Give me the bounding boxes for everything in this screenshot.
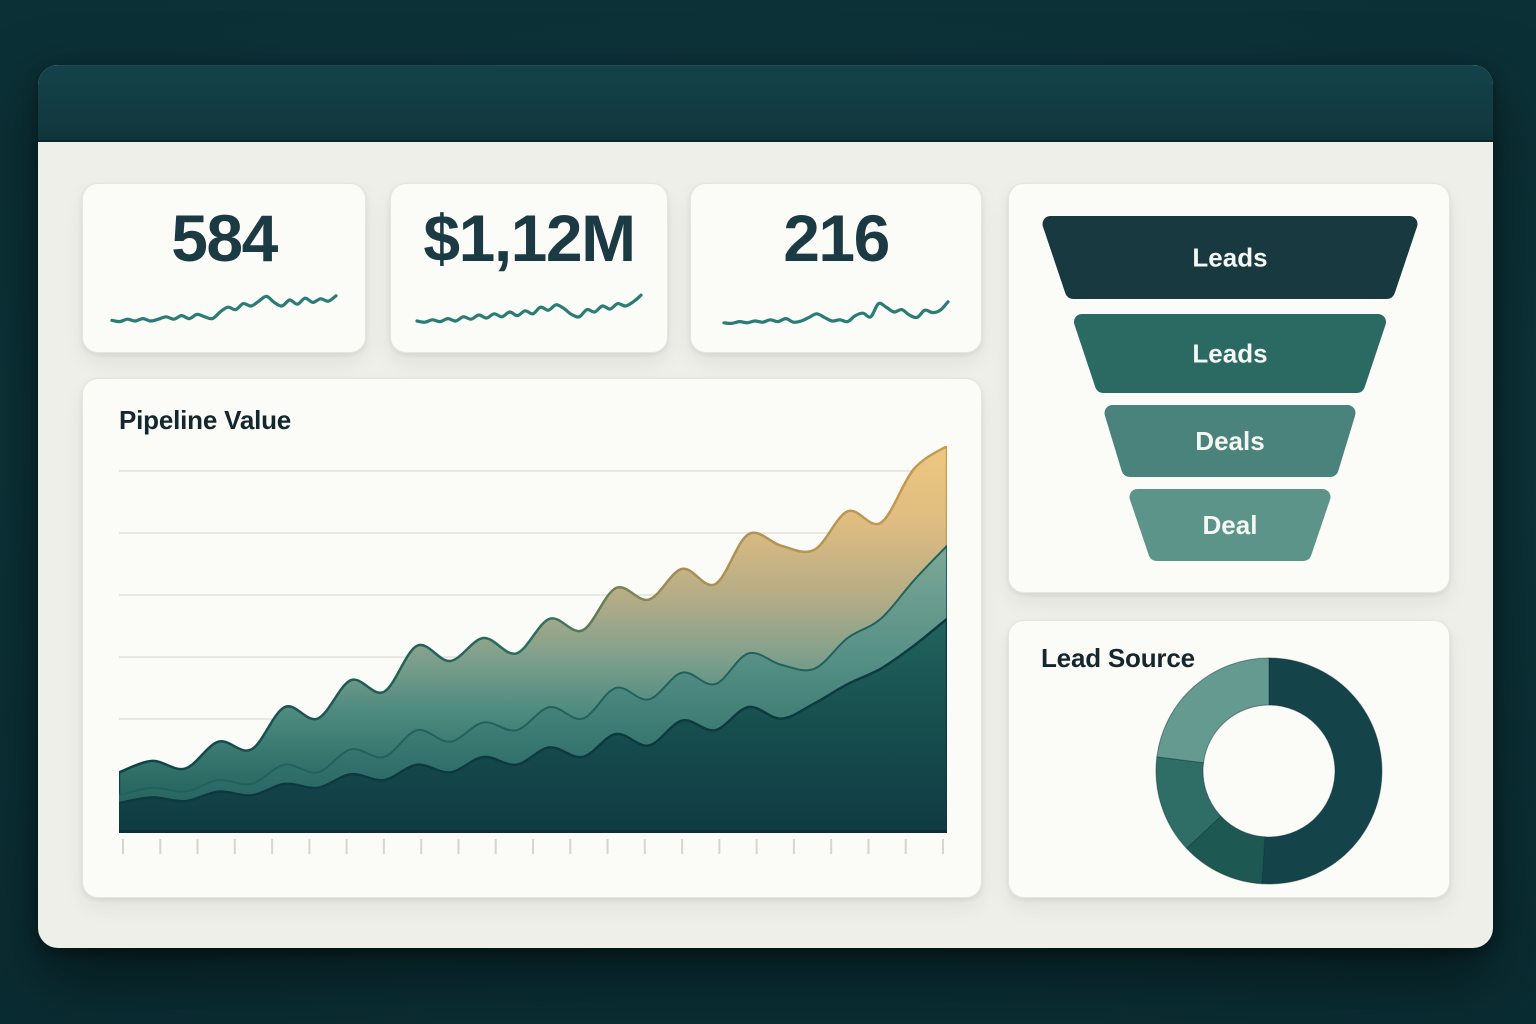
donut-segment-3 [1156,657,1270,764]
sparkline-path [722,300,950,325]
pipeline-area-chart [119,446,947,854]
pipeline-card: Pipeline Value [82,378,982,898]
funnel-card: Leads Leads Deals Deal [1008,183,1450,593]
sparkline-path [110,294,338,324]
kpi-sparkline [415,293,643,324]
window-titlebar [38,65,1493,142]
lead-source-donut-chart [1155,657,1383,885]
funnel-stage-label-0: Leads [1192,243,1267,273]
kpi-sparkline [110,294,338,324]
kpi-card-2: $1,12M [390,183,668,353]
pipeline-title: Pipeline Value [119,405,292,435]
donut-segment-0 [1261,657,1383,885]
kpi-card-3: 216 [690,183,982,353]
funnel-stage-shape-2 [1104,405,1356,477]
funnel-stage-label-2: Deals [1195,426,1264,456]
kpi-value: 584 [171,201,278,275]
funnel-stage-shape-1 [1074,314,1386,393]
lead-source-title: Lead Source [1041,643,1195,673]
dashboard-window: 584 $1,12M 216 Leads Leads Deals Deal Pipel… [38,65,1493,948]
kpi-value: 216 [783,201,890,275]
donut-segment-2 [1155,756,1222,850]
funnel-stage-shape-3 [1129,489,1331,561]
kpi-sparkline [722,300,950,325]
area-series-front [119,617,947,832]
funnel-stage-label-3: Deal [1203,510,1258,540]
kpi-card-1: 584 [82,183,366,353]
funnel-stage-shape-0 [1042,216,1418,299]
lead-source-card: Lead Source [1008,620,1450,898]
funnel-chart: Leads Leads Deals Deal [1042,216,1418,561]
funnel-stage-label-1: Leads [1192,339,1267,369]
sparkline-path [415,293,643,324]
kpi-value: $1,12M [423,201,636,275]
